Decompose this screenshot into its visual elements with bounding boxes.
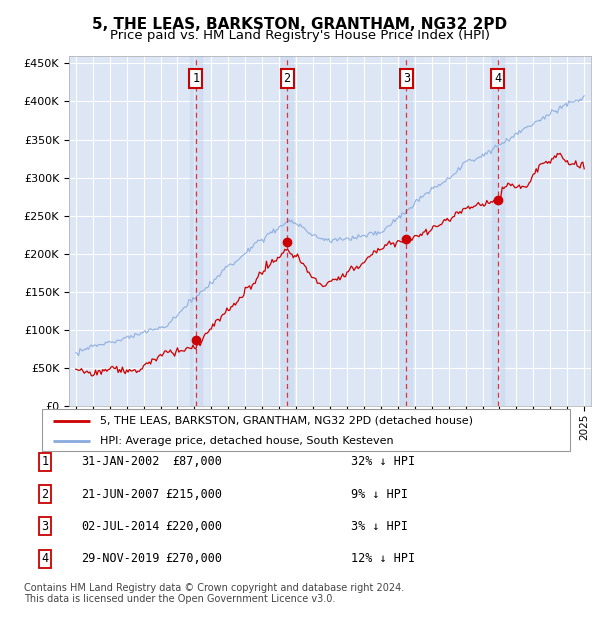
Text: 4: 4 xyxy=(494,72,502,85)
Text: 02-JUL-2014: 02-JUL-2014 xyxy=(81,520,160,533)
Text: 9% ↓ HPI: 9% ↓ HPI xyxy=(351,488,408,500)
Text: 2: 2 xyxy=(41,488,49,500)
Text: 3: 3 xyxy=(403,72,410,85)
Bar xyxy=(492,56,504,406)
Text: £270,000: £270,000 xyxy=(165,552,222,565)
Text: 3% ↓ HPI: 3% ↓ HPI xyxy=(351,520,408,533)
Text: 1: 1 xyxy=(41,456,49,468)
Text: 4: 4 xyxy=(41,552,49,565)
Text: HPI: Average price, detached house, South Kesteven: HPI: Average price, detached house, Sout… xyxy=(100,436,394,446)
Text: 5, THE LEAS, BARKSTON, GRANTHAM, NG32 2PD: 5, THE LEAS, BARKSTON, GRANTHAM, NG32 2P… xyxy=(92,17,508,32)
Bar xyxy=(400,56,412,406)
Text: Price paid vs. HM Land Registry's House Price Index (HPI): Price paid vs. HM Land Registry's House … xyxy=(110,29,490,42)
Text: 29-NOV-2019: 29-NOV-2019 xyxy=(81,552,160,565)
Text: £87,000: £87,000 xyxy=(172,456,222,468)
Bar xyxy=(281,56,293,406)
Text: 12% ↓ HPI: 12% ↓ HPI xyxy=(351,552,415,565)
Text: 32% ↓ HPI: 32% ↓ HPI xyxy=(351,456,415,468)
Text: 2: 2 xyxy=(284,72,290,85)
FancyBboxPatch shape xyxy=(42,409,570,451)
Text: 1: 1 xyxy=(192,72,199,85)
Text: £220,000: £220,000 xyxy=(165,520,222,533)
Text: 21-JUN-2007: 21-JUN-2007 xyxy=(81,488,160,500)
Text: 3: 3 xyxy=(41,520,49,533)
Text: Contains HM Land Registry data © Crown copyright and database right 2024.
This d: Contains HM Land Registry data © Crown c… xyxy=(24,583,404,604)
Bar xyxy=(190,56,202,406)
Text: 5, THE LEAS, BARKSTON, GRANTHAM, NG32 2PD (detached house): 5, THE LEAS, BARKSTON, GRANTHAM, NG32 2P… xyxy=(100,415,473,425)
Text: £215,000: £215,000 xyxy=(165,488,222,500)
Text: 31-JAN-2002: 31-JAN-2002 xyxy=(81,456,160,468)
